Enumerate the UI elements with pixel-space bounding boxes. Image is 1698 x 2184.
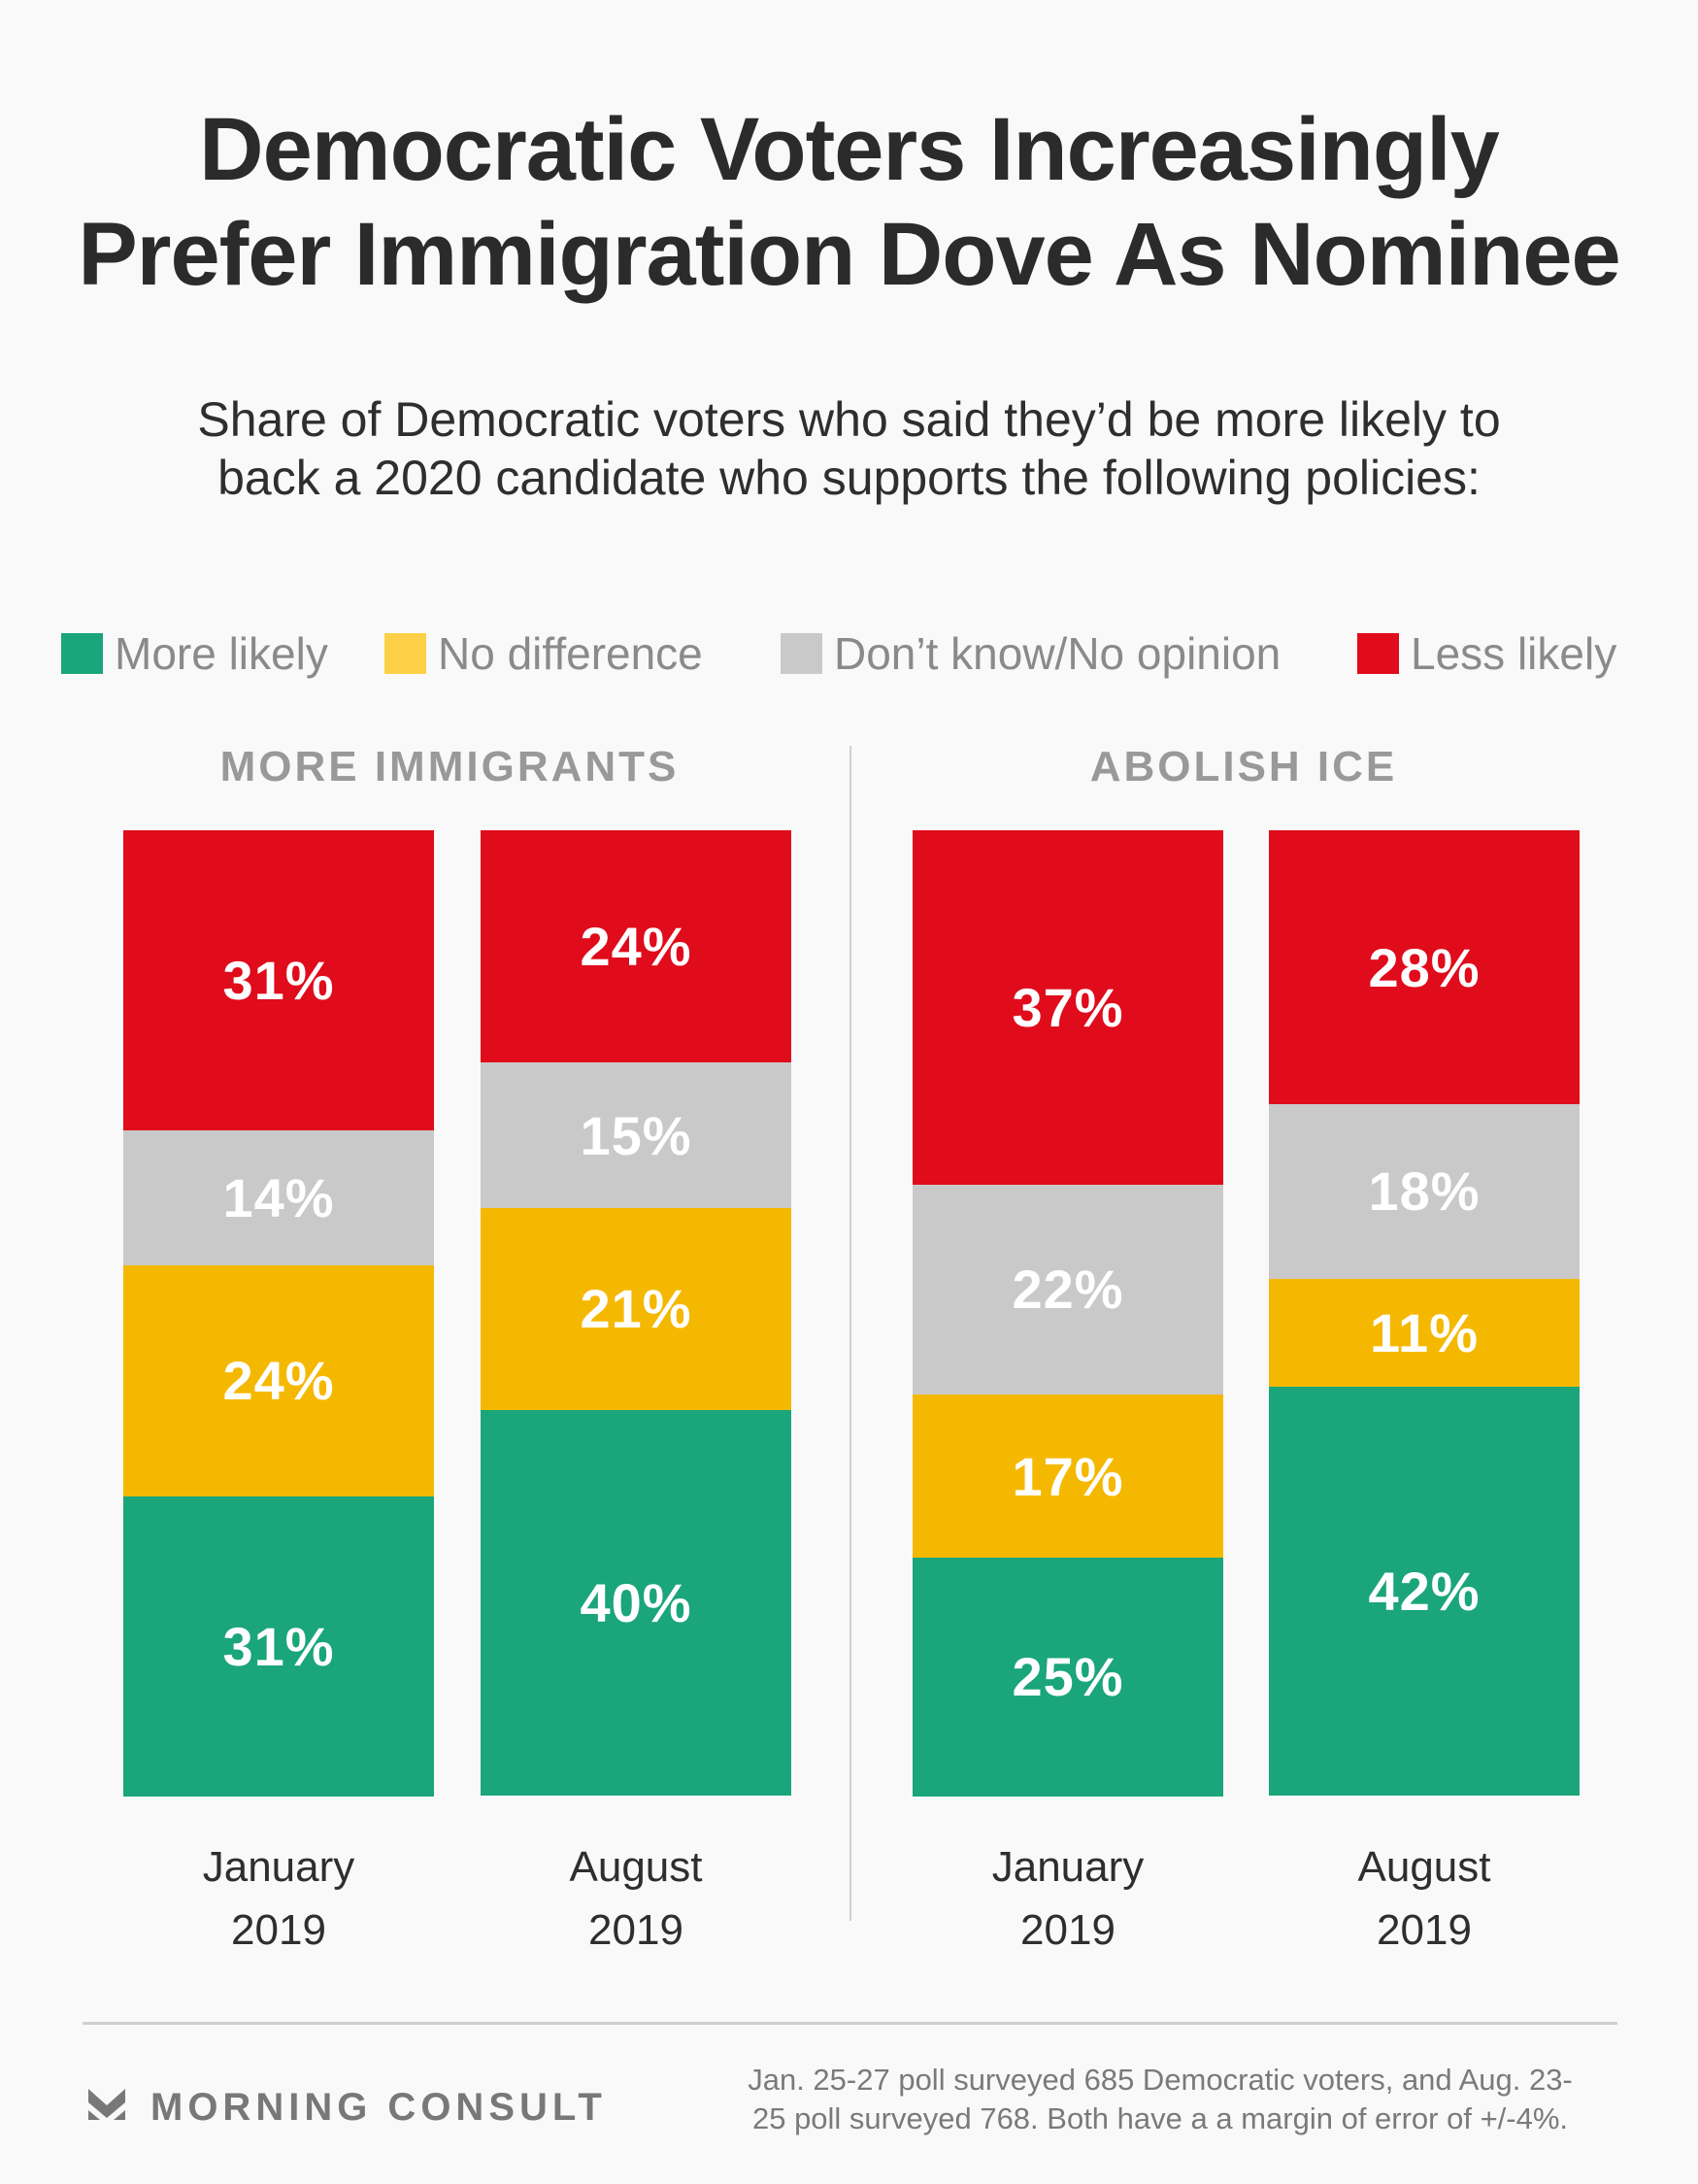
bar-segment-more-likely: 40%: [481, 1409, 791, 1796]
category-label-year: 2019: [1377, 1906, 1472, 1954]
data-label: 22%: [1012, 1259, 1124, 1320]
bar-segment-less-likely: 28%: [1269, 830, 1580, 1104]
bar-segment-more-likely: 31%: [123, 1496, 434, 1797]
legend-item-dont-know: Don’t know/No opinion: [781, 626, 1281, 681]
data-label: 31%: [222, 1616, 335, 1677]
category-label-p1-jan: January 2019: [104, 1835, 453, 1962]
legend-swatch-dont-know: [781, 633, 822, 674]
methodology-note: Jan. 25-27 poll surveyed 685 Democratic …: [680, 2061, 1641, 2138]
category-label-month: August: [1357, 1843, 1491, 1891]
data-label: 37%: [1012, 977, 1124, 1038]
category-label-year: 2019: [1020, 1906, 1115, 1954]
legend-item-more-likely: More likely: [61, 626, 328, 681]
bar-segment-don-t-know-no-opinion: 18%: [1269, 1103, 1580, 1279]
category-label-p1-aug: August 2019: [461, 1835, 811, 1962]
data-label: 24%: [580, 916, 692, 977]
morning-consult-chevron-icon: [88, 2088, 125, 2120]
data-label: 28%: [1368, 936, 1481, 998]
category-label-month: January: [991, 1843, 1145, 1891]
methodology-note-line-2: 25 poll surveyed 768. Both have a a marg…: [751, 2101, 1569, 2135]
legend-swatch-more-likely: [61, 633, 103, 674]
legend-item-no-difference: No difference: [384, 626, 703, 681]
data-label: 11%: [1370, 1302, 1479, 1363]
bar-segment-don-t-know-no-opinion: 14%: [123, 1129, 434, 1265]
legend-item-less-likely: Less likely: [1357, 626, 1616, 681]
methodology-note-line-1: Jan. 25-27 poll surveyed 685 Democratic …: [748, 2063, 1573, 2097]
category-label-month: January: [202, 1843, 355, 1891]
data-label: 14%: [222, 1166, 335, 1228]
bar-segment-don-t-know-no-opinion: 15%: [481, 1062, 791, 1208]
data-label: 21%: [580, 1278, 692, 1339]
bar-segment-no-difference: 17%: [913, 1394, 1223, 1558]
bar-segment-more-likely: 25%: [913, 1557, 1223, 1797]
chart-title: Democratic Voters Increasingly Prefer Im…: [0, 97, 1698, 307]
bar-segment-less-likely: 37%: [913, 830, 1223, 1185]
legend-label-no-difference: No difference: [438, 628, 703, 679]
legend-label-less-likely: Less likely: [1411, 628, 1617, 679]
bar-segment-more-likely: 42%: [1269, 1386, 1580, 1796]
chart-subtitle: Share of Democratic voters who said they…: [0, 390, 1698, 507]
footer-divider: [83, 2022, 1617, 2025]
data-label: 25%: [1012, 1646, 1124, 1707]
bar-segment-less-likely: 31%: [123, 830, 434, 1130]
chart-title-line-2: Prefer Immigration Dove As Nominee: [78, 205, 1620, 304]
category-label-month: August: [569, 1843, 703, 1891]
legend-label-more-likely: More likely: [115, 628, 328, 679]
category-label-year: 2019: [231, 1906, 326, 1954]
data-label: 42%: [1368, 1560, 1481, 1622]
chart-subtitle-line-1: Share of Democratic voters who said they…: [197, 392, 1501, 447]
legend-swatch-less-likely: [1357, 633, 1399, 674]
data-label: 17%: [1012, 1445, 1124, 1507]
data-label: 15%: [580, 1104, 692, 1166]
legend-label-dont-know: Don’t know/No opinion: [834, 628, 1282, 679]
chart-title-line-1: Democratic Voters Increasingly: [199, 100, 1500, 199]
data-label: 31%: [222, 950, 335, 1011]
legend-swatch-no-difference: [384, 633, 426, 674]
panel-title-abolish-ice: ABOLISH ICE: [1089, 743, 1398, 790]
morning-consult-wordmark: MORNING CONSULT: [150, 2086, 607, 2129]
bar-segment-no-difference: 21%: [481, 1207, 791, 1410]
chart-subtitle-line-2: back a 2020 candidate who supports the f…: [217, 451, 1481, 505]
data-label: 24%: [222, 1350, 335, 1411]
bar-segment-don-t-know-no-opinion: 22%: [913, 1184, 1223, 1394]
panel-title-more-immigrants: MORE IMMIGRANTS: [219, 743, 680, 790]
category-label-p2-aug: August 2019: [1249, 1835, 1599, 1962]
morning-consult-logo: MORNING CONSULT: [88, 2086, 607, 2130]
category-label-year: 2019: [588, 1906, 683, 1954]
data-label: 40%: [580, 1571, 692, 1633]
bar-segment-no-difference: 24%: [123, 1264, 434, 1496]
bar-segment-less-likely: 24%: [481, 830, 791, 1062]
category-label-p2-jan: January 2019: [893, 1835, 1243, 1962]
panel-divider: [849, 746, 851, 1921]
data-label: 18%: [1368, 1160, 1481, 1222]
bar-segment-no-difference: 11%: [1269, 1279, 1580, 1387]
